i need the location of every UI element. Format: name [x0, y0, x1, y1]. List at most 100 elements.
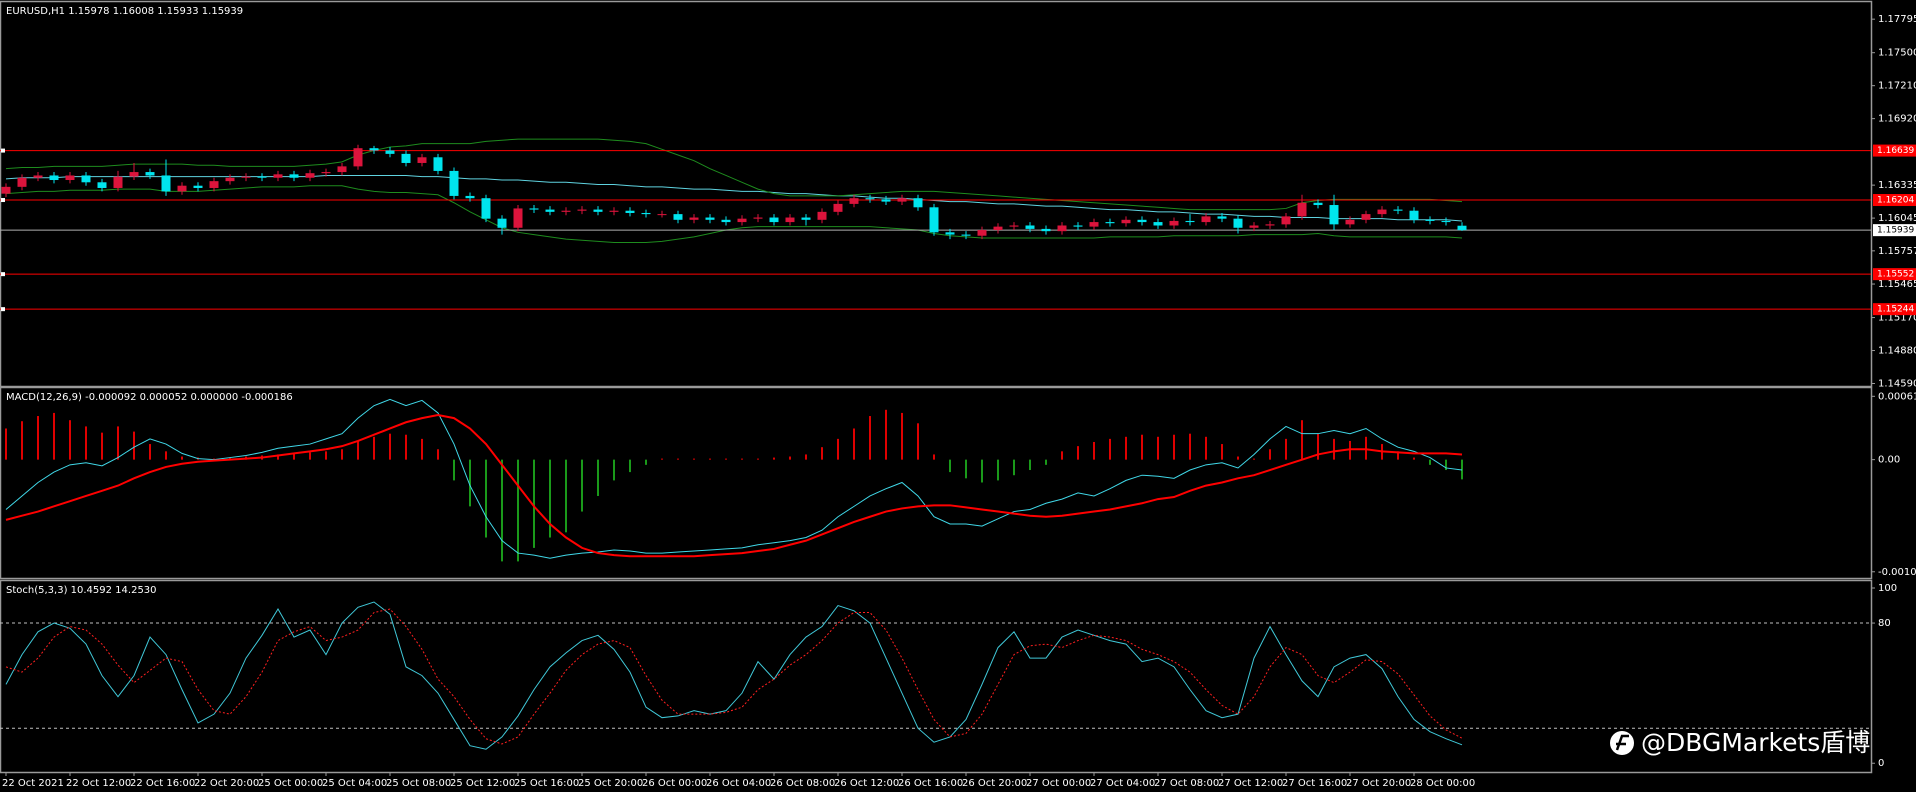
candle-body	[625, 210, 635, 213]
histogram-bar	[645, 459, 647, 465]
level-marker	[1, 198, 5, 203]
candle-body	[897, 198, 907, 202]
histogram-bar	[437, 449, 439, 460]
candle-body	[401, 153, 411, 163]
candle-body	[241, 176, 251, 178]
candle-body	[1153, 222, 1163, 226]
candle-body	[977, 230, 987, 236]
candle-body	[1073, 225, 1083, 227]
indicator-line	[5, 601, 1463, 750]
candle-body	[353, 148, 363, 167]
candle-body	[881, 199, 891, 202]
x-tick-label: 26 Oct 00:00	[642, 778, 707, 789]
panel-frame	[0, 579, 1873, 774]
candle-body	[1409, 210, 1419, 220]
histogram-bar	[869, 416, 871, 460]
histogram-bar	[917, 423, 919, 460]
y-tick-label: 80	[1878, 618, 1891, 629]
histogram-bar	[789, 456, 791, 460]
histogram-bar	[117, 426, 119, 460]
panel-frame	[0, 0, 1873, 388]
histogram-bar	[517, 459, 519, 562]
indicator-line	[5, 138, 1463, 211]
histogram-bar	[389, 433, 391, 460]
y-tick-label: 1.17795	[1878, 14, 1916, 25]
candle-body	[641, 212, 651, 215]
candle-body	[305, 173, 315, 178]
histogram-bar	[805, 454, 807, 460]
candle-body	[209, 181, 219, 188]
histogram-bar	[405, 434, 407, 460]
histogram-bar	[1349, 440, 1351, 460]
histogram-bar	[533, 459, 535, 548]
x-tick-label: 26 Oct 08:00	[770, 778, 835, 789]
level-label: 1.16204	[1877, 196, 1914, 206]
panel-frame	[0, 386, 1873, 580]
candle-body	[1089, 222, 1099, 227]
y-tick-label: 1.15170	[1878, 313, 1916, 324]
candle-body	[737, 218, 747, 223]
candle-body	[17, 177, 27, 187]
histogram-bar	[101, 432, 103, 460]
candle-body	[1345, 219, 1355, 225]
candle-body	[49, 175, 59, 181]
candle-body	[721, 219, 731, 223]
y-tick-label: 1.17500	[1878, 48, 1916, 59]
y-tick-label: 1.15465	[1878, 279, 1916, 290]
x-tick-label: 22 Oct 12:00	[66, 778, 131, 789]
histogram-bar	[5, 428, 7, 460]
candle-body	[993, 226, 1003, 231]
candle-body	[449, 170, 459, 196]
histogram-bar	[885, 409, 887, 460]
y-tick-label: 1.17210	[1878, 81, 1916, 92]
histogram-bar	[997, 459, 999, 481]
candle-body	[97, 182, 107, 188]
histogram-bar	[85, 426, 87, 460]
y-tick-label: 1.14880	[1878, 346, 1916, 357]
y-tick-label: 1.15757	[1878, 246, 1916, 257]
y-tick-label: 1.14590	[1878, 378, 1916, 389]
histogram-bar	[1317, 433, 1319, 460]
histogram-bar	[501, 459, 503, 562]
candle-body	[705, 217, 715, 220]
candle-body	[1361, 214, 1371, 220]
y-tick-label: 1.16920	[1878, 114, 1916, 125]
histogram-bar	[1141, 434, 1143, 460]
histogram-bar	[1109, 438, 1111, 460]
x-tick-label: 25 Oct 20:00	[578, 778, 643, 789]
candle-body	[865, 198, 875, 200]
candle-body	[1, 186, 11, 194]
candle-body	[433, 157, 443, 171]
x-tick-label: 25 Oct 12:00	[450, 778, 515, 789]
candle-body	[1457, 225, 1467, 231]
indicator-line	[5, 608, 1463, 745]
histogram-bar	[613, 459, 615, 481]
candle-body	[561, 210, 571, 212]
histogram-bar	[357, 440, 359, 460]
candle-body	[465, 195, 475, 199]
x-tick-label: 22 Oct 2021	[2, 778, 64, 789]
candle-body	[673, 214, 683, 220]
candle-body	[1329, 205, 1339, 225]
histogram-bar	[1189, 433, 1191, 460]
candle-body	[1233, 218, 1243, 228]
histogram-bar	[661, 458, 663, 460]
x-tick-label: 27 Oct 04:00	[1090, 778, 1155, 789]
histogram-bar	[725, 458, 727, 460]
x-tick-label: 28 Oct 00:00	[1410, 778, 1475, 789]
level-label-box	[1873, 268, 1916, 281]
candle-body	[497, 218, 507, 228]
candle-body	[833, 203, 843, 212]
level-label: 1.15552	[1877, 270, 1914, 280]
histogram-bar	[1365, 436, 1367, 460]
histogram-bar	[1413, 457, 1415, 460]
histogram-bar	[901, 412, 903, 460]
candle-body	[929, 207, 939, 233]
histogram-bar	[421, 438, 423, 460]
histogram-bar	[1445, 459, 1447, 471]
histogram-bar	[709, 458, 711, 460]
histogram-bar	[757, 458, 759, 460]
level-marker	[1, 307, 5, 312]
histogram-bar	[981, 459, 983, 483]
histogram-bar	[853, 428, 855, 460]
